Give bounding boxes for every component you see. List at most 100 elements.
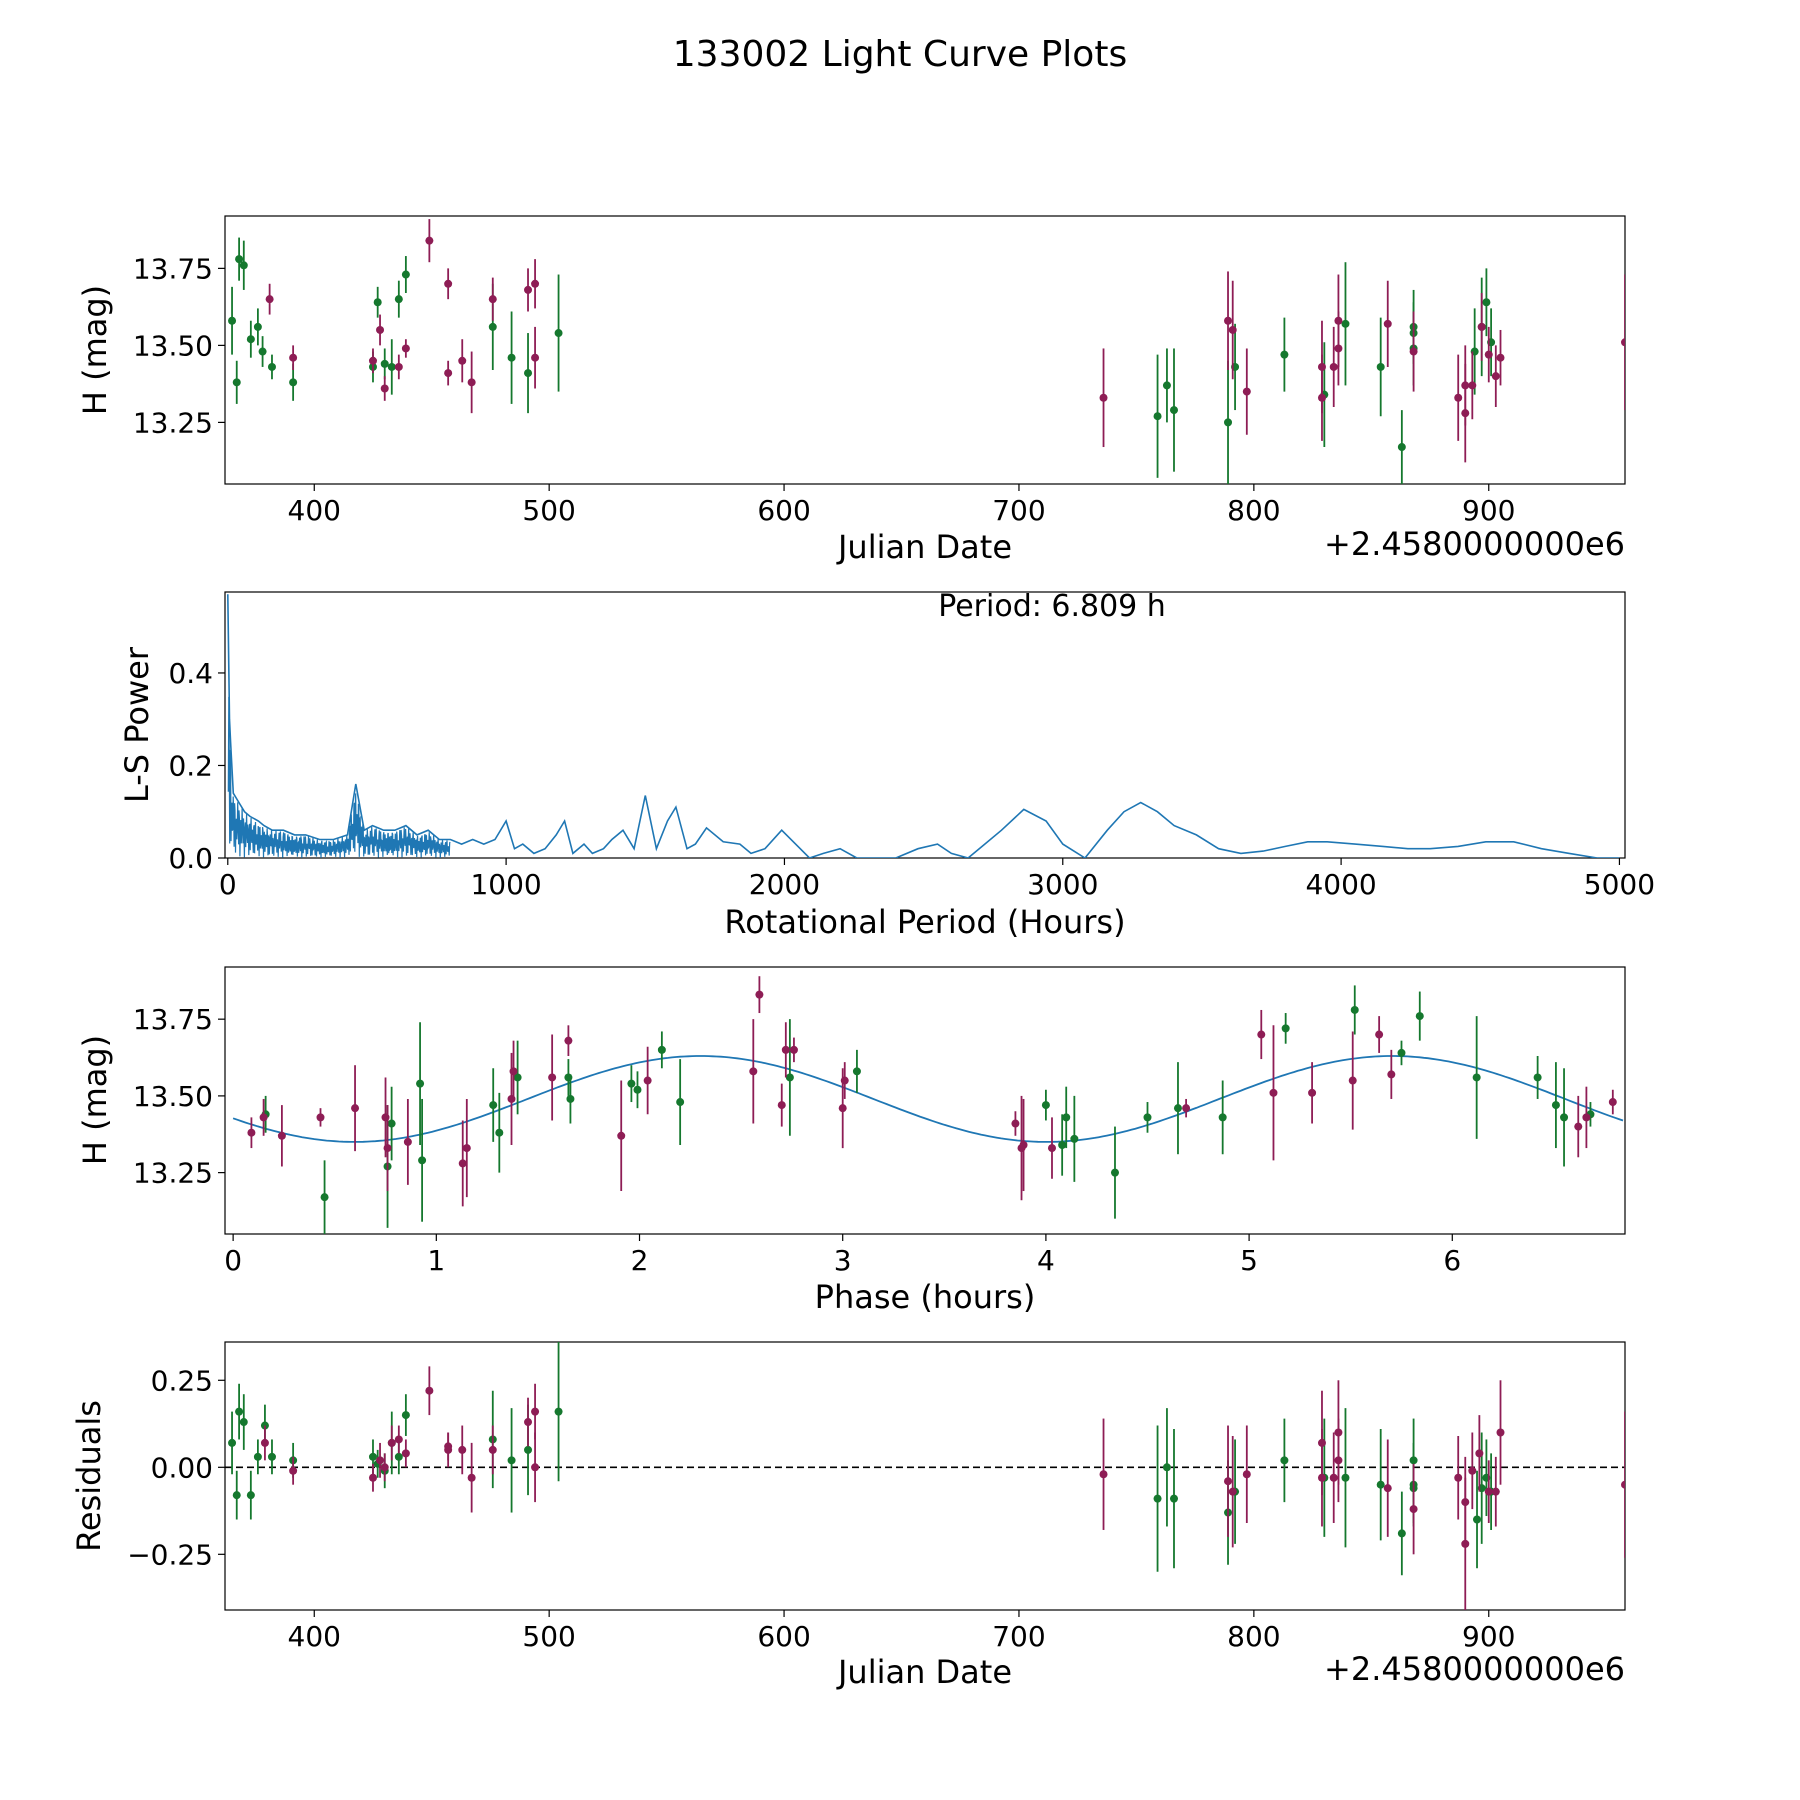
lightcurve-point-green bbox=[1280, 350, 1289, 359]
residuals-point-green bbox=[235, 1407, 244, 1416]
phase-point-magenta bbox=[509, 1067, 518, 1076]
periodogram-y-tick-label: 0.4 bbox=[168, 657, 213, 690]
residuals-point-magenta bbox=[1317, 1438, 1326, 1447]
lightcurve-ticks: 400 500 600 700 800 900 13.25 13.50 13.75 bbox=[133, 252, 1516, 527]
phase-point-magenta bbox=[458, 1159, 467, 1168]
phase-point-green bbox=[566, 1094, 575, 1103]
phase-point-green bbox=[495, 1128, 504, 1137]
residuals-point-magenta bbox=[1409, 1505, 1418, 1514]
lightcurve-point-green bbox=[1341, 319, 1350, 328]
lightcurve-point-green bbox=[524, 369, 533, 378]
residuals-point-magenta bbox=[387, 1438, 396, 1447]
residuals-point-magenta bbox=[1099, 1470, 1108, 1479]
lightcurve-y-tick-label: 13.25 bbox=[133, 406, 213, 439]
phase-point-magenta bbox=[1257, 1030, 1266, 1039]
lightcurve-point-green bbox=[488, 322, 497, 331]
period-annotation: Period: 6.809 h bbox=[938, 589, 1166, 624]
phase-point-green bbox=[1415, 1012, 1424, 1021]
residuals-y-tick-label: 0.00 bbox=[151, 1451, 213, 1484]
residuals-point-green bbox=[246, 1491, 255, 1500]
residuals-point-magenta bbox=[1496, 1428, 1505, 1437]
residuals-point-magenta bbox=[425, 1386, 434, 1395]
phase-point-green bbox=[1472, 1073, 1481, 1082]
phase-point-magenta bbox=[643, 1076, 652, 1085]
phase-point-green bbox=[627, 1079, 636, 1088]
lightcurve-point-green bbox=[253, 322, 262, 331]
lightcurve-point-green bbox=[401, 270, 410, 279]
residuals-point-green bbox=[239, 1418, 248, 1427]
phase-point-magenta bbox=[789, 1045, 798, 1054]
lightcurve-point-magenta bbox=[524, 285, 533, 294]
residuals-x-tick-label: 900 bbox=[1462, 1620, 1515, 1653]
lightcurve-x-tick-label: 500 bbox=[522, 494, 575, 527]
residuals-point-magenta bbox=[531, 1463, 540, 1472]
lightcurve-point-magenta bbox=[467, 378, 476, 387]
residuals-x-tick-label: 400 bbox=[288, 1620, 341, 1653]
lightcurve-point-green bbox=[267, 362, 276, 371]
phase-point-green bbox=[320, 1193, 329, 1202]
lightcurve-point-magenta bbox=[1468, 381, 1477, 390]
lightcurve-point-green bbox=[239, 261, 248, 270]
phase-point-green bbox=[418, 1156, 427, 1165]
phase-point-green bbox=[1551, 1101, 1560, 1110]
residuals-point-green bbox=[394, 1452, 403, 1461]
residuals-point-magenta bbox=[289, 1466, 298, 1475]
residuals-point-magenta bbox=[488, 1445, 497, 1454]
phase-point-green bbox=[1070, 1134, 1079, 1143]
residuals-point-green bbox=[232, 1491, 241, 1500]
phase-point-magenta bbox=[1019, 1141, 1028, 1149]
lightcurve-point-magenta bbox=[1621, 338, 1625, 347]
lightcurve-point-green bbox=[1153, 412, 1162, 421]
lightcurve-point-green bbox=[235, 255, 244, 264]
periodogram-y-label: L-S Power bbox=[118, 646, 156, 803]
residuals-point-green bbox=[1376, 1480, 1385, 1489]
phase-point-magenta bbox=[1011, 1119, 1020, 1128]
lightcurve-point-magenta bbox=[1496, 353, 1505, 362]
lightcurve-point-magenta bbox=[1329, 362, 1338, 371]
phase-point-green bbox=[785, 1073, 794, 1082]
phase-point-magenta bbox=[316, 1113, 325, 1122]
residuals-y-label: Residuals bbox=[70, 1400, 108, 1552]
phase-panel: 0 1 2 3 4 5 6 13.25 13.50 13.75 Phase (hours) H (… bbox=[76, 966, 1626, 1316]
periodogram-x-tick-label: 5000 bbox=[1584, 868, 1655, 901]
phase-point-magenta bbox=[1182, 1104, 1191, 1113]
phase-point-magenta bbox=[1348, 1076, 1357, 1085]
phase-y-label: H (mag) bbox=[76, 1035, 114, 1165]
phase-point-green bbox=[1533, 1073, 1542, 1082]
fit-curve bbox=[232, 1055, 1624, 1143]
phase-point-magenta bbox=[383, 1144, 392, 1153]
phase-y-tick-label: 13.25 bbox=[133, 1157, 213, 1190]
residuals-point-magenta bbox=[368, 1473, 377, 1482]
periodogram-x-tick-label: 3000 bbox=[1027, 868, 1098, 901]
lightcurve-x-tick-label: 900 bbox=[1462, 494, 1515, 527]
residuals-point-magenta bbox=[1475, 1449, 1484, 1458]
residuals-point-magenta bbox=[401, 1449, 410, 1458]
residuals-y-tick-label: −0.25 bbox=[127, 1538, 213, 1571]
periodogram-x-tick-label: 0 bbox=[219, 868, 237, 901]
lightcurve-point-magenta bbox=[1228, 325, 1237, 334]
phase-point-magenta bbox=[548, 1073, 557, 1082]
residuals-point-green bbox=[554, 1407, 563, 1416]
phase-point-magenta bbox=[564, 1036, 573, 1045]
phase-point-green bbox=[1560, 1113, 1569, 1122]
phase-point-magenta bbox=[781, 1045, 790, 1054]
phase-point-green bbox=[1058, 1141, 1067, 1149]
phase-y-tick-label: 13.50 bbox=[133, 1080, 213, 1113]
residuals-point-magenta bbox=[1224, 1477, 1233, 1486]
residuals-point-magenta bbox=[458, 1445, 467, 1454]
periodogram-x-tick-label: 1000 bbox=[470, 868, 541, 901]
residuals-point-green bbox=[253, 1452, 262, 1461]
lightcurve-point-magenta bbox=[1334, 316, 1343, 325]
phase-point-magenta bbox=[1308, 1088, 1317, 1097]
lightcurve-y-tick-label: 13.50 bbox=[133, 329, 213, 362]
phase-x-tick-label: 2 bbox=[631, 1244, 649, 1277]
periodogram-y-tick-label: 0.2 bbox=[168, 749, 213, 782]
lightcurve-x-offset: +2.4580000000e6 bbox=[1324, 525, 1625, 563]
residuals-x-offset: +2.4580000000e6 bbox=[1324, 1650, 1625, 1688]
lightcurve-point-magenta bbox=[1224, 316, 1233, 325]
lightcurve-point-green bbox=[1224, 418, 1233, 427]
lightcurve-point-green bbox=[507, 353, 516, 362]
residuals-point-magenta bbox=[394, 1435, 403, 1444]
residuals-point-green bbox=[524, 1445, 533, 1454]
residuals-x-label: Julian Date bbox=[836, 1653, 1012, 1691]
